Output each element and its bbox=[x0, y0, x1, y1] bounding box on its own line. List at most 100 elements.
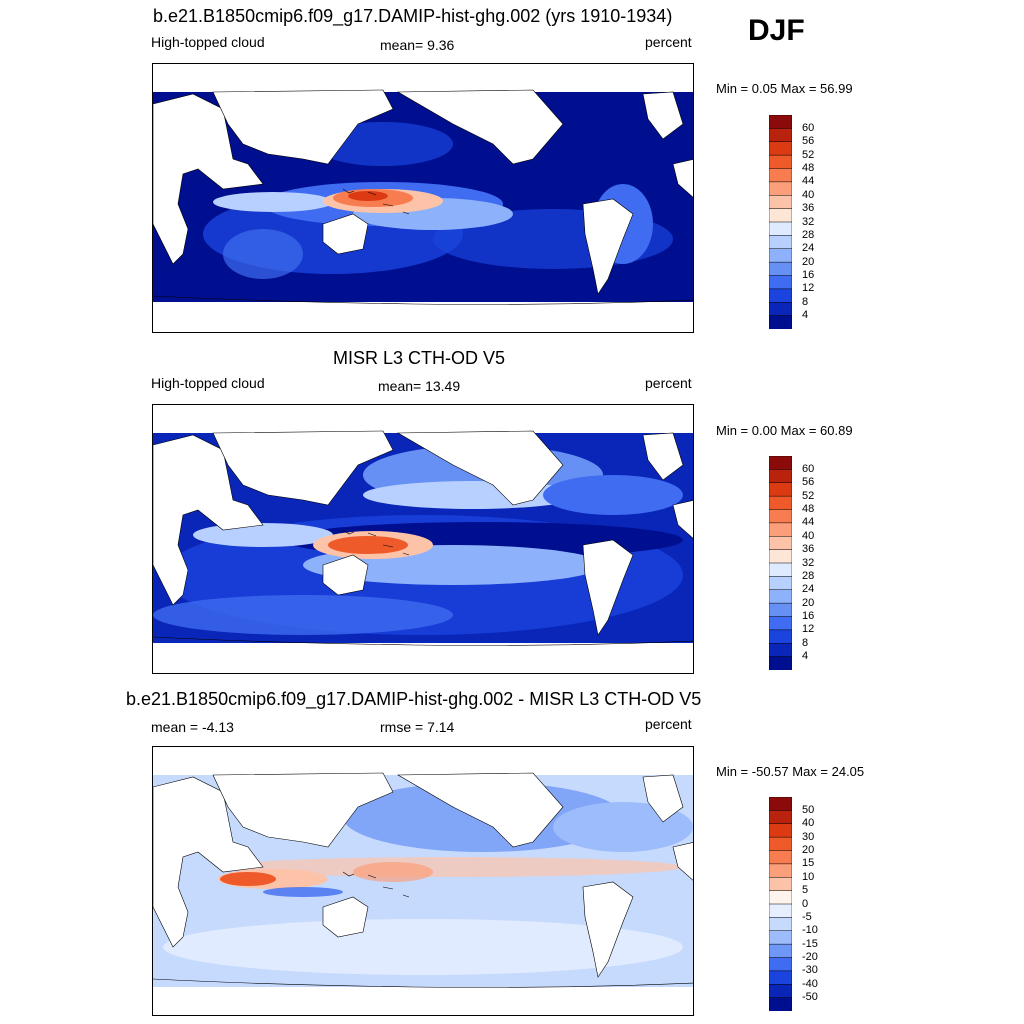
panel1-map bbox=[152, 63, 694, 333]
colorbar-tick-label: 20 bbox=[802, 255, 815, 268]
colorbar-tick-label: 30 bbox=[802, 830, 815, 843]
colorbar-tick-label: 4 bbox=[802, 309, 809, 322]
colorbar-swatch bbox=[769, 810, 792, 825]
colorbar-swatch bbox=[769, 629, 792, 644]
colorbar-swatch bbox=[769, 235, 792, 250]
colorbar-swatch bbox=[769, 903, 792, 918]
colorbar-tick-label: -10 bbox=[802, 924, 818, 937]
colorbar-swatch bbox=[769, 482, 792, 497]
colorbar-swatch bbox=[769, 115, 792, 129]
colorbar-swatch bbox=[769, 275, 792, 290]
colorbar-tick-label: 5 bbox=[802, 884, 809, 897]
colorbar-tick-label: 48 bbox=[802, 162, 815, 174]
panel3-rmse-label: rmse = 7.14 bbox=[380, 719, 455, 735]
season-label: DJF bbox=[748, 14, 805, 47]
colorbar-swatch bbox=[769, 602, 792, 618]
colorbar-swatch bbox=[769, 208, 792, 223]
colorbar-swatch bbox=[769, 863, 792, 878]
colorbar-swatch bbox=[769, 128, 792, 143]
colorbar-tick-label: 48 bbox=[802, 503, 815, 515]
panel2-title: MISR L3 CTH-OD V5 bbox=[333, 348, 506, 368]
colorbar-tick-label: 40 bbox=[802, 529, 815, 542]
colorbar-swatch bbox=[769, 195, 792, 210]
colorbar-tick-label: 28 bbox=[802, 228, 815, 241]
panel2-mean-label: mean= 13.49 bbox=[378, 378, 461, 394]
colorbar-tick-label: 32 bbox=[802, 556, 815, 569]
colorbar-swatch bbox=[769, 315, 792, 329]
panel3-title: b.e21.B1850cmip6.f09_g17.DAMIP-hist-ghg.… bbox=[126, 689, 702, 709]
colorbar-tick-label: 28 bbox=[802, 569, 815, 582]
panel3-mean-label: mean = -4.13 bbox=[151, 719, 234, 735]
colorbar-swatch bbox=[769, 823, 792, 838]
colorbar-tick-label: 12 bbox=[802, 623, 815, 636]
colorbar-swatch bbox=[769, 221, 792, 236]
colorbar-tick-label: 60 bbox=[802, 121, 815, 134]
panel3-units-label: percent bbox=[645, 716, 692, 732]
colorbar-swatch bbox=[769, 576, 792, 591]
colorbar-tick-label: 20 bbox=[802, 596, 815, 609]
colorbar-tick-label: 60 bbox=[802, 462, 815, 475]
colorbar-tick-label: -40 bbox=[802, 977, 818, 990]
colorbar-tick-label: 40 bbox=[802, 188, 815, 201]
colorbar-swatch bbox=[769, 616, 792, 631]
colorbar-swatch bbox=[769, 930, 792, 945]
colorbar-tick-label: 44 bbox=[802, 175, 815, 188]
colorbar-tick-label: -20 bbox=[802, 951, 818, 963]
colorbar-tick-label: 12 bbox=[802, 282, 815, 295]
colorbar-tick-label: 4 bbox=[802, 650, 809, 663]
colorbar-swatch bbox=[769, 456, 792, 470]
colorbar-swatch bbox=[769, 509, 792, 524]
colorbar-swatch bbox=[769, 589, 792, 604]
colorbar-swatch bbox=[769, 168, 792, 183]
panel2-colorbar bbox=[769, 456, 792, 670]
colorbar-tick-label: 36 bbox=[802, 543, 815, 556]
panel3-map bbox=[152, 746, 694, 1016]
colorbar-tick-label: -50 bbox=[802, 991, 818, 1004]
colorbar-swatch bbox=[769, 957, 792, 972]
colorbar-swatch bbox=[769, 836, 792, 852]
colorbar-tick-label: 0 bbox=[802, 897, 809, 910]
colorbar-swatch bbox=[769, 997, 792, 1011]
colorbar-tick-label: 16 bbox=[802, 269, 815, 281]
colorbar-swatch bbox=[769, 850, 792, 865]
panel2-units-label: percent bbox=[645, 375, 692, 391]
colorbar-tick-label: 56 bbox=[802, 135, 815, 148]
colorbar-tick-label: 52 bbox=[802, 489, 815, 502]
colorbar-tick-label: -5 bbox=[802, 910, 812, 923]
colorbar-swatch bbox=[769, 181, 792, 196]
colorbar-swatch bbox=[769, 288, 792, 303]
colorbar-tick-label: 50 bbox=[802, 803, 815, 816]
colorbar-swatch bbox=[769, 656, 792, 670]
colorbar-swatch bbox=[769, 261, 792, 277]
colorbar-tick-label: 52 bbox=[802, 148, 815, 161]
colorbar-swatch bbox=[769, 522, 792, 537]
colorbar-tick-label: 36 bbox=[802, 202, 815, 215]
colorbar-swatch bbox=[769, 469, 792, 484]
colorbar-tick-label: 20 bbox=[802, 844, 815, 856]
colorbar-tick-label: 40 bbox=[802, 817, 815, 830]
colorbar-swatch bbox=[769, 890, 792, 905]
colorbar-swatch bbox=[769, 248, 792, 263]
colorbar-tick-label: 10 bbox=[802, 870, 815, 883]
colorbar-tick-label: 56 bbox=[802, 476, 815, 489]
colorbar-swatch bbox=[769, 549, 792, 564]
colorbar-swatch bbox=[769, 536, 792, 551]
colorbar-tick-label: 15 bbox=[802, 857, 815, 870]
colorbar-tick-label: 16 bbox=[802, 610, 815, 622]
colorbar-swatch bbox=[769, 643, 792, 658]
colorbar-tick-label: 24 bbox=[802, 242, 815, 255]
panel1-variable-label: High-topped cloud bbox=[151, 34, 265, 50]
colorbar-tick-label: -30 bbox=[802, 964, 818, 977]
panel2-map bbox=[152, 404, 694, 674]
colorbar-tick-label: 44 bbox=[802, 516, 815, 529]
colorbar-swatch bbox=[769, 877, 792, 892]
panel1-mean-label: mean= 9.36 bbox=[380, 37, 455, 53]
colorbar-swatch bbox=[769, 141, 792, 156]
colorbar-swatch bbox=[769, 970, 792, 985]
colorbar-tick-label: 24 bbox=[802, 583, 815, 596]
colorbar-swatch bbox=[769, 943, 792, 959]
panel2-minmax-label: Min = 0.00 Max = 60.89 bbox=[716, 423, 853, 438]
panel3-minmax-label: Min = -50.57 Max = 24.05 bbox=[716, 764, 865, 779]
colorbar-tick-label: 8 bbox=[802, 636, 809, 649]
panel3-colorbar bbox=[769, 797, 792, 1011]
